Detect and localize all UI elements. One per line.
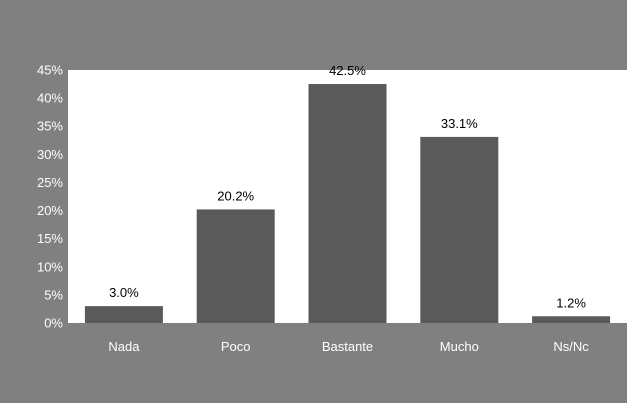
data-labels-group: 3.0% 20.2% 42.5% 33.1% 1.2% <box>109 63 586 310</box>
data-label-poco: 20.2% <box>217 188 254 203</box>
bar-nada <box>84 306 163 323</box>
y-tick-label: 5% <box>44 287 63 302</box>
bar-bastante <box>308 84 387 323</box>
x-tick-label-poco: Poco <box>221 339 251 354</box>
x-tick-label-mucho: Mucho <box>440 339 479 354</box>
y-tick-label: 20% <box>37 203 63 218</box>
bar-mucho <box>420 136 499 323</box>
data-label-ns-nc: 1.2% <box>556 295 586 310</box>
x-axis: Nada Poco Bastante Mucho Ns/Nc <box>108 339 589 354</box>
y-tick-label: 0% <box>44 316 63 331</box>
x-tick-label-nada: Nada <box>108 339 140 354</box>
y-tick-label: 30% <box>37 147 63 162</box>
y-tick-label: 10% <box>37 259 63 274</box>
data-label-bastante: 42.5% <box>329 63 366 78</box>
y-tick-label: 25% <box>37 175 63 190</box>
y-axis: 0% 5% 10% 15% 20% 25% 30% 35% 40% 45% <box>37 63 63 331</box>
y-tick-label: 45% <box>37 63 63 78</box>
bars-group <box>84 84 611 323</box>
data-label-nada: 3.0% <box>109 285 139 300</box>
y-tick-label: 35% <box>37 119 63 134</box>
y-tick-label: 15% <box>37 231 63 246</box>
x-tick-label-bastante: Bastante <box>322 339 373 354</box>
data-label-mucho: 33.1% <box>441 116 478 131</box>
x-tick-label-ns-nc: Ns/Nc <box>553 339 589 354</box>
y-tick-label: 40% <box>37 91 63 106</box>
bar-poco <box>196 209 275 323</box>
bar-ns-nc <box>532 316 611 323</box>
